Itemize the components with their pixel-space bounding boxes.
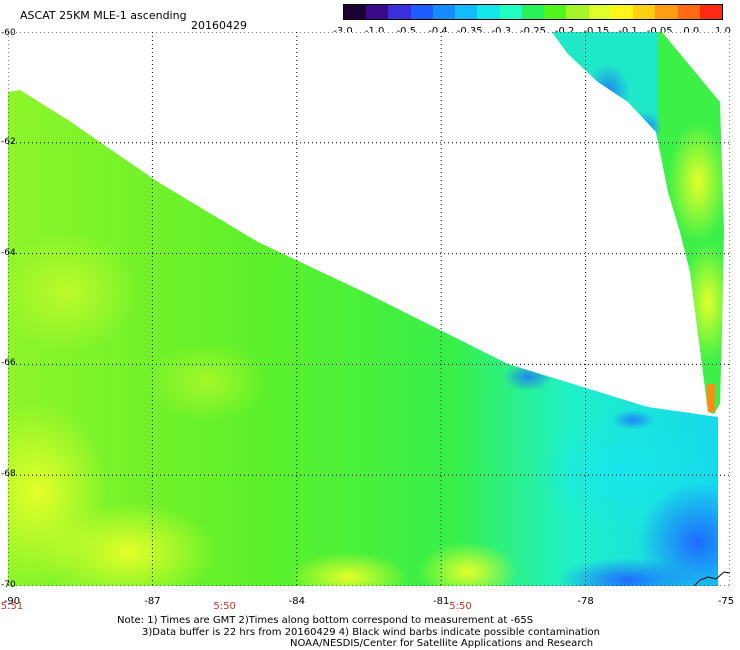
longitude-label: -81	[433, 596, 450, 607]
latitude-label: -60	[1, 28, 16, 38]
latitude-label: -68	[1, 469, 16, 480]
longitude-label: -87	[144, 596, 161, 607]
pass-time-label: 5:50	[213, 601, 236, 612]
color-scale-swatch	[544, 5, 567, 19]
color-scale-swatch	[521, 5, 545, 19]
longitude-label: -90	[3, 596, 21, 607]
color-scale-swatch	[677, 5, 700, 19]
color-scale-swatch	[566, 5, 589, 19]
latitude-label: -66	[1, 358, 16, 369]
color-scale-swatch	[699, 5, 722, 19]
longitude-label: -78	[577, 596, 594, 607]
color-scale-label: -3.0	[333, 26, 353, 37]
color-scale-label: -0.3	[492, 26, 512, 37]
longitude-label: -84	[288, 596, 305, 607]
color-scale-label: 1.0	[715, 26, 731, 37]
map-plot-area	[8, 32, 730, 586]
footnote-line-1: Note: 1) Times are GMT 2)Times along bot…	[117, 615, 534, 626]
color-scale-swatch	[366, 5, 389, 19]
color-scale-label: -1.0	[365, 26, 385, 37]
color-scale-label: -0.35	[457, 26, 483, 37]
color-scale-swatch	[455, 5, 478, 19]
graticule	[8, 32, 730, 586]
product-title: ASCAT 25KM MLE-1 ascending	[20, 9, 187, 22]
product-date: 20160429	[191, 19, 247, 32]
color-scale-label: 0.0	[683, 26, 699, 37]
color-scale-label: -0.5	[397, 26, 417, 37]
pass-time-label: 5:50	[449, 601, 472, 612]
color-scale-swatch	[432, 5, 456, 19]
pass-time-label: 5:51	[0, 601, 24, 612]
color-scale-label: -0.4	[428, 26, 448, 37]
footnote-line-2: 3)Data buffer is 22 hrs from 20160429 4)…	[142, 627, 600, 638]
color-scale-swatch	[633, 5, 656, 19]
wind-field-map	[8, 32, 730, 586]
latitude-label: -70	[1, 580, 16, 590]
color-scale-swatch	[410, 5, 433, 19]
latitude-label: -64	[1, 247, 16, 258]
color-scale-swatch	[588, 5, 611, 19]
color-scale-swatch	[499, 5, 522, 19]
swath-west	[8, 90, 718, 586]
color-scale-swatch	[477, 5, 500, 19]
longitude-label: -75	[717, 596, 735, 607]
footnote-credit: NOAA/NESDIS/Center for Satellite Applica…	[290, 638, 594, 649]
color-scale-swatch	[344, 5, 367, 19]
color-scale-swatch	[388, 5, 411, 19]
color-scale-label: -0.05	[647, 26, 673, 37]
color-scale-swatch	[610, 5, 634, 19]
swath-east	[552, 32, 724, 414]
color-scale-swatch	[655, 5, 678, 19]
latitude-label: -62	[1, 136, 16, 147]
color-scale-bar	[343, 4, 723, 20]
